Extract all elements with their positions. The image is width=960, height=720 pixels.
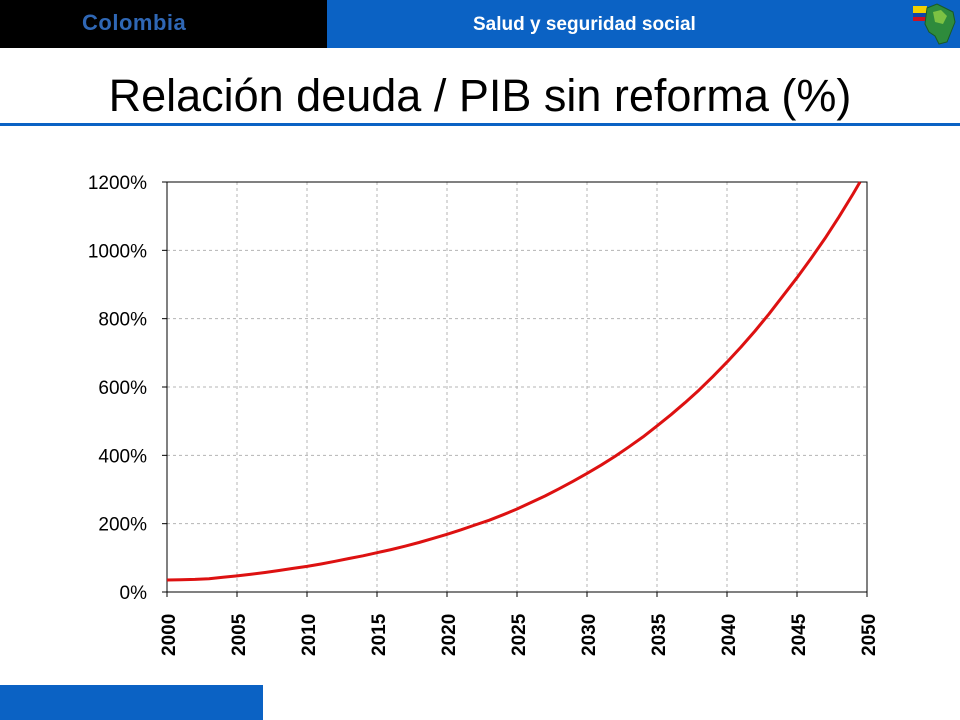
y-tick-label: 200% <box>98 515 147 536</box>
map-highlight <box>933 10 947 24</box>
y-axis: 0% 200% 400% 600% 800% 1000% 1200% <box>88 173 167 604</box>
x-tick-label: 2040 <box>719 614 740 656</box>
x-tick-label: 2030 <box>579 614 600 656</box>
x-tick-label: 2020 <box>439 614 460 656</box>
header-blue-panel: Salud y seguridad social <box>327 0 960 48</box>
x-tick-label: 2025 <box>509 613 530 656</box>
x-tick-label: 2035 <box>649 613 670 656</box>
grid-lines <box>167 182 867 592</box>
map-shape <box>924 3 956 45</box>
x-tick-label: 2000 <box>159 614 180 656</box>
page-title: Relación deuda / PIB sin reforma (%) <box>108 70 852 121</box>
brand-label: Colombia <box>82 10 187 35</box>
x-axis: 2000 2005 2010 2015 2020 2025 2030 2035 2040 2045… <box>159 592 880 656</box>
y-tick-label: 800% <box>98 310 147 331</box>
y-tick-label: 400% <box>98 446 147 467</box>
x-tick-label: 2045 <box>789 613 810 656</box>
header-black-panel: Colombia <box>0 0 327 48</box>
y-tick-label: 0% <box>120 583 148 604</box>
y-tick-label: 1200% <box>88 173 147 194</box>
section-title: Salud y seguridad social <box>473 14 696 35</box>
x-tick-label: 2005 <box>229 613 250 656</box>
flag-yellow-band <box>913 6 927 13</box>
footer-blue-bar <box>0 685 263 720</box>
flag-blue-band <box>913 13 927 17</box>
y-tick-label: 1000% <box>88 241 147 262</box>
flag-red-band <box>913 17 927 21</box>
x-tick-label: 2015 <box>369 613 390 656</box>
series-line-debt-gdp <box>166 181 862 582</box>
y-tick-label: 600% <box>98 378 147 399</box>
x-tick-label: 2050 <box>859 614 880 656</box>
x-tick-label: 2010 <box>299 614 320 656</box>
title-underline <box>0 123 960 126</box>
colombia-map-flag-icon <box>913 3 956 45</box>
